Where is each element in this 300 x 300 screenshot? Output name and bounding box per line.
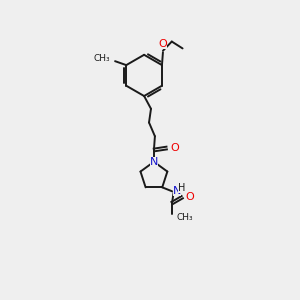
Text: H: H — [178, 183, 186, 193]
Text: O: O — [159, 39, 167, 50]
Text: O: O — [171, 143, 179, 153]
Text: CH₃: CH₃ — [93, 54, 110, 63]
Text: O: O — [186, 192, 194, 202]
Text: CH₃: CH₃ — [177, 213, 194, 222]
Text: N: N — [173, 186, 182, 196]
Text: N: N — [150, 157, 158, 167]
